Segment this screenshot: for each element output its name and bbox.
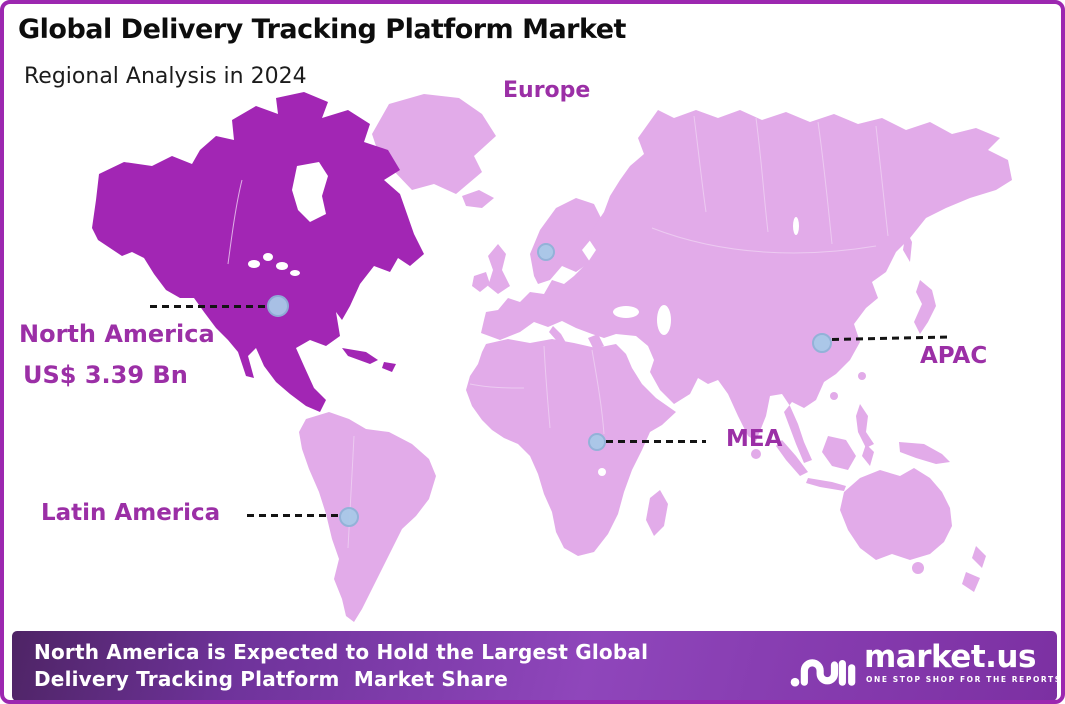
continent-south-america xyxy=(299,412,436,622)
peninsula-greece xyxy=(588,334,604,350)
marker-mea xyxy=(588,433,606,451)
region-value-north-america: US$ 3.39 Bn xyxy=(23,361,188,389)
footer-bar: North America is Expected to Hold the La… xyxy=(12,631,1060,700)
footer-headline-line1: North America is Expected to Hold the La… xyxy=(34,640,649,664)
islands-new-zealand xyxy=(962,546,986,592)
leader-line-north-america xyxy=(150,305,267,308)
page-title: Global Delivery Tracking Platform Market xyxy=(18,14,626,45)
region-scandinavia xyxy=(530,198,602,284)
region-label-mea: MEA xyxy=(726,426,783,452)
world-map xyxy=(92,92,1012,622)
brand-name: market.us xyxy=(864,639,1036,675)
marker-latin-america xyxy=(339,507,359,527)
island-iceland xyxy=(462,190,494,208)
inland-water xyxy=(248,162,799,476)
marker-north-america xyxy=(267,295,289,317)
continent-australia xyxy=(840,468,952,560)
continent-north-america xyxy=(92,92,424,412)
leader-line-latin-america xyxy=(247,514,339,517)
country-borders xyxy=(227,115,889,549)
island-madagascar xyxy=(646,490,668,536)
marketus-logo-icon xyxy=(790,659,856,687)
page-subtitle: Regional Analysis in 2024 xyxy=(24,64,307,89)
continents-default xyxy=(299,94,1012,622)
marker-europe xyxy=(537,243,555,261)
brand-logo: market.us ONE STOP SHOP FOR THE REPORTS xyxy=(790,639,1060,693)
continent-eurasia xyxy=(481,110,1012,463)
region-label-north-america: North America xyxy=(19,320,215,348)
islands-east-asia xyxy=(751,230,950,491)
leader-line-mea xyxy=(606,440,706,443)
island-hispaniola xyxy=(382,362,396,372)
island-cuba xyxy=(342,348,378,364)
footer-headline-line2: Delivery Tracking Platform Market Share xyxy=(34,667,508,691)
island-tasmania xyxy=(912,562,924,574)
island-ireland xyxy=(472,272,490,292)
brand-tagline: ONE STOP SHOP FOR THE REPORTS xyxy=(866,675,1062,684)
island-great-britain xyxy=(488,244,510,294)
region-label-latin-america: Latin America xyxy=(41,500,221,526)
continent-greenland xyxy=(372,94,496,194)
continent-africa xyxy=(466,339,676,556)
marker-apac xyxy=(812,333,832,353)
region-label-apac: APAC xyxy=(920,343,988,369)
region-label-europe: Europe xyxy=(503,78,591,103)
